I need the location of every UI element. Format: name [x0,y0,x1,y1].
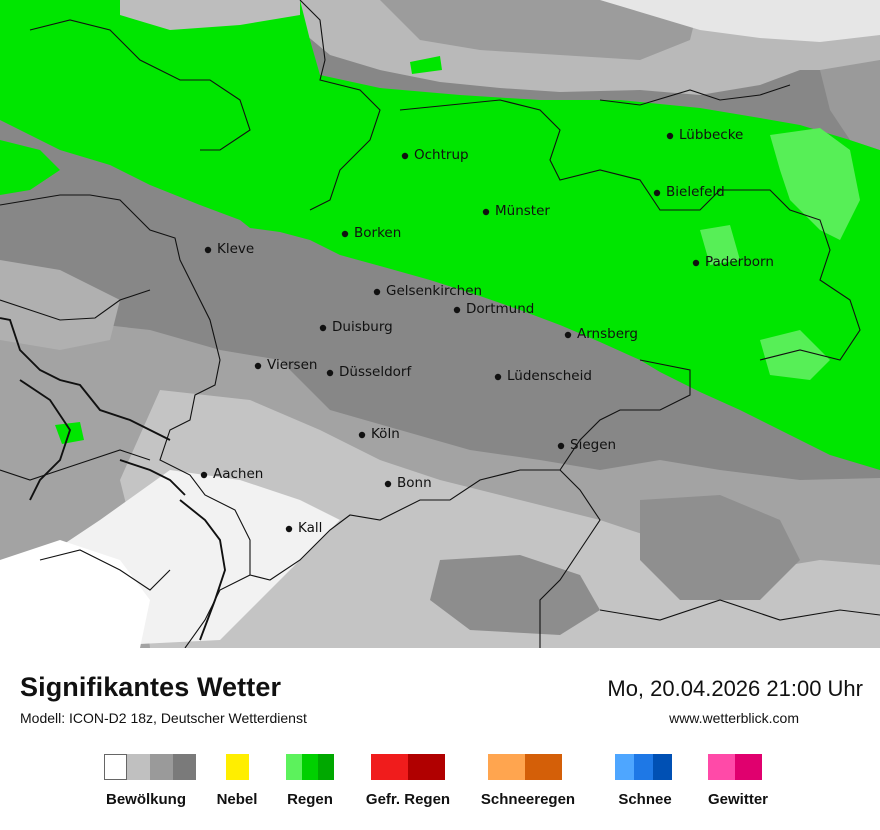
legend-swatch [634,754,653,780]
legend-bewoelkung-swatches [104,754,196,780]
svg-text:Köln: Köln [371,426,400,442]
svg-text:Aachen: Aachen [213,466,263,482]
legend-swatch [408,754,445,780]
legend-swatch [525,754,562,780]
legend-swatch [708,754,735,780]
city-bonn: Bonn [384,475,432,491]
rain-patch-north [410,56,442,74]
cloud-dark-south-patch [430,555,600,635]
legend-swatch [127,754,150,780]
cloud-gap-northwest [120,0,300,30]
city-markers: Lübbecke Ochtrup Bielefeld Münster Borke… [200,127,774,536]
svg-text:Lübbecke: Lübbecke [679,127,743,143]
svg-text:Duisburg: Duisburg [332,319,393,335]
city-kall: Kall [285,520,322,536]
cloud-west-light [0,260,120,350]
legend-regen-swatches [286,754,334,780]
city-gelsenkirchen: Gelsenkirchen [373,283,482,299]
city-luebbecke: Lübbecke [666,127,743,143]
svg-text:Münster: Münster [495,203,550,219]
legend-gefr-regen-swatches [371,754,445,780]
svg-text:Düsseldorf: Düsseldorf [339,364,412,380]
legend-label-regen: Regen [287,791,333,808]
legend-label-bewoelkung: Bewölkung [105,791,187,808]
city-duisburg: Duisburg [319,319,393,335]
rain-light-patches [700,128,860,380]
legend-gewitter-swatches [708,754,762,780]
city-kleve: Kleve [204,241,254,257]
cloud-gap-ne [820,60,880,150]
svg-text:Bonn: Bonn [397,475,432,491]
city-siegen: Siegen [557,437,616,453]
svg-text:Dortmund: Dortmund [466,301,534,317]
cloud-white-north [600,0,880,42]
city-bielefeld: Bielefeld [653,184,725,200]
svg-text:Gelsenkirchen: Gelsenkirchen [386,283,482,299]
city-borken: Borken [341,225,401,241]
legend-swatch [488,754,525,780]
forecast-datetime: Mo, 20.04.2026 21:00 Uhr [607,676,863,701]
city-koeln: Köln [358,426,400,442]
city-aachen: Aachen [200,466,263,482]
svg-text:Bielefeld: Bielefeld [666,184,725,200]
svg-text:Lüdenscheid: Lüdenscheid [507,368,592,384]
cloud-dark-southeast-patch [640,495,800,600]
legend-swatch [286,754,302,780]
legend-swatch [150,754,173,780]
city-dortmund: Dortmund [453,301,534,317]
cloud-white-south-2 [0,540,150,648]
weather-map: Lübbecke Ochtrup Bielefeld Münster Borke… [0,0,880,648]
legend-swatch [226,754,249,780]
state-borders [0,0,880,648]
footer-panel: Signifikantes Wetter Modell: ICON-D2 18z… [0,648,880,830]
rain-area-main [0,0,880,470]
legend-swatch [735,754,762,780]
website-link[interactable]: www.wetterblick.com [669,710,799,726]
city-ochtrup: Ochtrup [401,147,469,163]
legend-swatch [173,754,196,780]
svg-text:Arnsberg: Arnsberg [577,326,638,342]
city-duesseldorf: Düsseldorf [326,364,412,380]
legend-swatch [371,754,408,780]
rain-area-west [0,140,60,195]
svg-text:Kleve: Kleve [217,241,254,257]
map-title: Signifikantes Wetter [20,672,282,702]
legend-nebel-swatches [226,754,249,780]
city-paderborn: Paderborn [692,254,774,270]
legend-schneeregen-swatches [488,754,562,780]
svg-text:Kall: Kall [298,520,322,536]
city-muenster: Münster [482,203,550,219]
legend-swatch [302,754,318,780]
city-viersen: Viersen [254,357,317,373]
city-arnsberg: Arnsberg [564,326,638,342]
svg-text:Siegen: Siegen [570,437,616,453]
legend-label-gefr-regen: Gefr. Regen [365,791,451,808]
legend-swatch [653,754,672,780]
model-info: Modell: ICON-D2 18z, Deutscher Wetterdie… [20,710,307,726]
legend-swatch [615,754,634,780]
legend-label-gewitter: Gewitter [707,791,769,808]
legend-label-nebel: Nebel [216,791,258,808]
legend-label-schneeregen: Schneeregen [480,791,576,808]
city-luedenscheid: Lüdenscheid [494,368,592,384]
svg-text:Viersen: Viersen [267,357,317,373]
legend-swatch [104,754,127,780]
legend-swatch [318,754,334,780]
svg-text:Ochtrup: Ochtrup [414,147,469,163]
legend-schnee-swatches [615,754,672,780]
cloud-mid-north [380,0,700,60]
legend-label-schnee: Schnee [618,791,672,808]
svg-text:Paderborn: Paderborn [705,254,774,270]
svg-text:Borken: Borken [354,225,401,241]
